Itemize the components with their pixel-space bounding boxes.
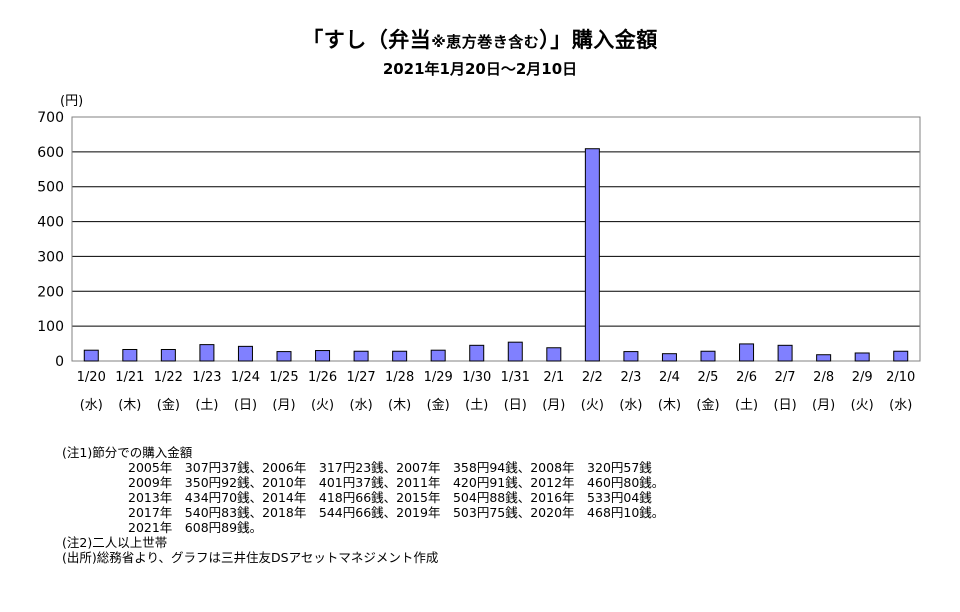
note-1-row: 2021年 608円89銭。 — [128, 520, 263, 535]
y-tick-label: 700 — [37, 110, 64, 126]
x-tick-weekday: (月) — [542, 398, 565, 413]
x-tick-weekday: (日) — [774, 398, 797, 413]
x-tick-weekday: (金) — [157, 397, 180, 413]
bar — [816, 354, 832, 362]
x-tick-label: 1/20 — [77, 370, 106, 385]
bar — [430, 349, 446, 362]
x-tick-label: 2/2 — [582, 370, 603, 385]
y-tick-label: 0 — [55, 354, 64, 370]
bar — [893, 350, 909, 362]
x-tick-label: 2/9 — [852, 370, 873, 385]
x-tick-label: 1/23 — [192, 370, 221, 385]
x-tick-label: 2/6 — [736, 370, 757, 385]
bar — [237, 345, 253, 362]
note-1-row: 2005年 307円37銭、2006年 317円23銭、2007年 358円94… — [128, 460, 652, 475]
x-tick-weekday: (水) — [619, 398, 642, 413]
x-tick-label: 1/28 — [385, 370, 414, 385]
x-tick-weekday: (日) — [504, 398, 527, 413]
x-tick-weekday: (火) — [851, 398, 874, 413]
note-1-row: 2009年 350円92銭、2010年 401円37銭、2011年 420円91… — [128, 475, 665, 490]
bar — [315, 350, 331, 362]
bar — [661, 353, 677, 362]
x-tick-label: 1/31 — [501, 370, 530, 385]
x-tick-weekday: (月) — [812, 398, 835, 413]
x-tick-weekday: (日) — [234, 398, 257, 413]
x-tick-label: 1/27 — [346, 370, 375, 385]
x-tick-label: 1/22 — [154, 370, 183, 385]
y-tick-label: 400 — [37, 215, 64, 231]
x-tick-label: 1/26 — [308, 370, 337, 385]
bar — [199, 344, 215, 362]
x-tick-label: 2/5 — [698, 370, 719, 385]
x-tick-weekday: (火) — [311, 398, 334, 413]
note-1-row: 2017年 540円83銭、2018年 544円66銭、2019年 503円75… — [128, 505, 665, 520]
bar — [854, 352, 870, 362]
x-tick-weekday: (水) — [889, 398, 912, 413]
chart-title-end: ）」購入金額 — [539, 28, 658, 52]
x-tick-label: 1/30 — [462, 370, 491, 385]
y-axis-unit-label: (円) — [60, 94, 83, 109]
source-note: (出所)総務省より、グラフは三井住友DSアセットマネジメント作成 — [62, 550, 439, 565]
y-tick-label: 300 — [37, 249, 64, 265]
x-tick-label: 2/1 — [543, 370, 564, 385]
x-tick-weekday: (水) — [350, 398, 373, 413]
x-tick-label: 2/10 — [886, 370, 915, 385]
x-tick-weekday: (金) — [696, 397, 719, 413]
chart-title-main: 「すし（弁当 — [302, 28, 432, 52]
x-tick-weekday: (水) — [80, 398, 103, 413]
note-2: (注2)二人以上世帯 — [62, 535, 168, 550]
bar — [507, 341, 523, 362]
chart-title: 「すし（弁当※恵方巻き含む）」購入金額 — [0, 24, 960, 54]
x-tick-label: 2/4 — [659, 370, 680, 385]
x-tick-weekday: (木) — [388, 398, 411, 413]
x-tick-weekday: (金) — [427, 397, 450, 413]
note-1-row: 2013年 434円70銭、2014年 418円66銭、2015年 504円88… — [128, 490, 652, 505]
bar — [83, 349, 99, 362]
x-tick-weekday: (木) — [658, 398, 681, 413]
chart-subtitle: 2021年1月20日～2月10日 — [382, 60, 578, 78]
bar — [160, 348, 176, 362]
y-tick-label: 600 — [37, 145, 64, 161]
x-tick-label: 1/25 — [269, 370, 298, 385]
x-tick-weekday: (木) — [118, 398, 141, 413]
x-tick-weekday: (火) — [581, 398, 604, 413]
bar — [122, 348, 138, 362]
x-tick-label: 1/21 — [115, 370, 144, 385]
x-tick-weekday: (土) — [465, 398, 488, 413]
grid-layer — [72, 151, 920, 362]
x-tick-label: 2/7 — [775, 370, 796, 385]
y-tick-label: 100 — [37, 319, 64, 335]
y-tick-label: 200 — [37, 284, 64, 300]
x-tick-label: 1/29 — [424, 370, 453, 385]
bar — [739, 343, 755, 362]
bar — [700, 350, 716, 362]
chart-title-small: ※恵方巻き含む — [431, 33, 540, 51]
bar — [469, 344, 485, 362]
y-tick-label: 500 — [37, 180, 64, 196]
x-tick-weekday: (土) — [195, 398, 218, 413]
x-tick-label: 1/24 — [231, 370, 260, 385]
x-tick-label: 2/3 — [620, 370, 641, 385]
bar — [623, 351, 639, 362]
x-tick-label: 2/8 — [813, 370, 834, 385]
bar-layer — [83, 148, 909, 362]
bar — [392, 350, 408, 362]
plot-frame — [71, 116, 921, 362]
x-tick-weekday: (土) — [735, 398, 758, 413]
bar — [276, 351, 292, 362]
bar — [777, 344, 793, 362]
bar — [584, 148, 600, 362]
y-tick-labels: 0 100 200 300 400 500 600 700 — [37, 110, 64, 370]
chart-notes: (注1)節分での購入金額 2005年 307円37銭、2006年 317円23銭… — [62, 445, 664, 565]
note-1-heading: (注1)節分での購入金額 — [62, 445, 193, 460]
x-tick-weekday: (月) — [272, 398, 295, 413]
bar — [353, 350, 369, 362]
x-tick-labels: 1/20 (水) 1/21 (木) 1/22 (金) 1/23 (土) 1/24 (日) 1/25 (… — [77, 370, 916, 413]
bar — [546, 347, 562, 362]
